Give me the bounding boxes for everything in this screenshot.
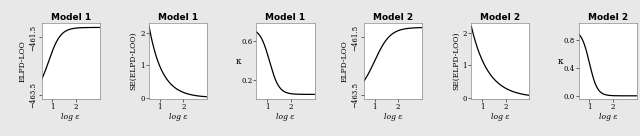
X-axis label: log ε: log ε bbox=[276, 113, 295, 121]
Title: Model 1: Model 1 bbox=[266, 13, 305, 22]
X-axis label: log ε: log ε bbox=[61, 113, 80, 121]
X-axis label: log ε: log ε bbox=[383, 113, 402, 121]
Y-axis label: ELPD-LOO: ELPD-LOO bbox=[341, 40, 349, 82]
Title: Model 2: Model 2 bbox=[588, 13, 628, 22]
Y-axis label: κ: κ bbox=[558, 57, 563, 66]
X-axis label: log ε: log ε bbox=[598, 113, 617, 121]
Title: Model 1: Model 1 bbox=[158, 13, 198, 22]
Title: Model 1: Model 1 bbox=[51, 13, 91, 22]
Y-axis label: κ: κ bbox=[236, 57, 241, 66]
Y-axis label: SE(ELPD-LOO): SE(ELPD-LOO) bbox=[452, 32, 460, 90]
Y-axis label: SE(ELPD-LOO): SE(ELPD-LOO) bbox=[129, 32, 138, 90]
X-axis label: log ε: log ε bbox=[491, 113, 509, 121]
X-axis label: log ε: log ε bbox=[169, 113, 188, 121]
Y-axis label: ELPD-LOO: ELPD-LOO bbox=[19, 40, 27, 82]
Title: Model 2: Model 2 bbox=[480, 13, 520, 22]
Title: Model 2: Model 2 bbox=[373, 13, 413, 22]
